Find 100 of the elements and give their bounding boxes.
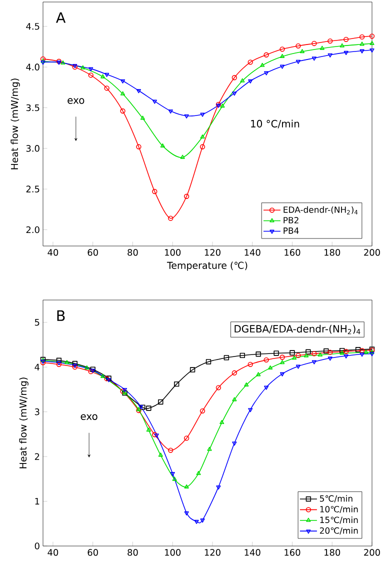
point bbox=[328, 38, 333, 44]
point bbox=[364, 350, 368, 354]
y-tick-label: 3 bbox=[34, 408, 40, 416]
point bbox=[174, 381, 180, 387]
x-tick-label: 200 bbox=[364, 549, 380, 556]
point bbox=[312, 351, 317, 356]
point bbox=[280, 372, 285, 376]
point bbox=[312, 360, 316, 364]
point bbox=[184, 114, 189, 118]
point bbox=[232, 92, 237, 96]
legend-label: 20℃/min bbox=[320, 527, 358, 534]
legend-label: 5℃/min bbox=[320, 495, 352, 502]
x-tick-label: 200 bbox=[364, 249, 380, 256]
point bbox=[256, 352, 261, 357]
point bbox=[264, 71, 269, 76]
x-tick-label: 180 bbox=[324, 549, 340, 556]
point bbox=[290, 350, 295, 356]
point bbox=[343, 36, 349, 42]
point bbox=[248, 362, 253, 367]
point bbox=[280, 64, 285, 69]
point bbox=[340, 43, 344, 48]
point bbox=[340, 348, 345, 354]
point bbox=[224, 355, 230, 360]
point bbox=[184, 484, 189, 488]
point bbox=[190, 367, 196, 372]
point bbox=[328, 356, 332, 361]
point bbox=[296, 43, 301, 49]
point bbox=[88, 72, 94, 78]
point bbox=[170, 472, 175, 476]
point bbox=[274, 350, 279, 356]
point bbox=[140, 404, 146, 410]
y-tick-label: 4 bbox=[34, 364, 40, 370]
point bbox=[306, 349, 311, 354]
point bbox=[343, 348, 349, 354]
point bbox=[240, 78, 245, 82]
y-tick-label: 4.5 bbox=[26, 23, 40, 30]
y-tick-label: 2.0 bbox=[26, 226, 40, 234]
y-axis-title: Heat flow (mW/mg) bbox=[10, 78, 20, 170]
point bbox=[264, 357, 269, 363]
x-tick-label: 40 bbox=[48, 549, 58, 556]
point bbox=[264, 386, 269, 390]
x-tick-label: 100 bbox=[165, 549, 181, 556]
point bbox=[104, 72, 110, 77]
point bbox=[248, 79, 253, 84]
legend-label: 15℃/min bbox=[320, 516, 358, 524]
point bbox=[260, 62, 265, 67]
point bbox=[296, 352, 301, 358]
point bbox=[140, 116, 145, 120]
point bbox=[194, 520, 199, 524]
annotation: exo bbox=[80, 414, 98, 420]
point bbox=[146, 428, 151, 432]
point bbox=[206, 359, 212, 364]
point bbox=[359, 348, 365, 354]
point bbox=[152, 188, 158, 194]
x-tick-label: 60 bbox=[88, 549, 98, 556]
point bbox=[312, 56, 316, 61]
point bbox=[264, 52, 269, 58]
y-tick-label: 4.0 bbox=[26, 64, 40, 70]
point bbox=[100, 74, 106, 78]
point bbox=[88, 67, 94, 72]
x-tick-label: 80 bbox=[128, 249, 138, 256]
point bbox=[200, 134, 205, 139]
point bbox=[184, 436, 190, 441]
legend-label: PB4 bbox=[284, 228, 299, 234]
point bbox=[216, 485, 221, 490]
point bbox=[168, 216, 174, 221]
x-tick-label: 140 bbox=[244, 249, 260, 256]
point bbox=[104, 86, 110, 91]
point bbox=[106, 378, 112, 382]
y-tick-label: 2 bbox=[34, 453, 40, 460]
point bbox=[100, 374, 106, 378]
point bbox=[200, 518, 205, 523]
annotation: exo bbox=[68, 98, 84, 104]
point bbox=[344, 354, 348, 358]
point bbox=[158, 399, 164, 405]
point bbox=[248, 60, 253, 65]
y-tick-label: 2.5 bbox=[26, 186, 40, 192]
point bbox=[360, 42, 364, 46]
point bbox=[340, 350, 344, 355]
x-tick-label: 120 bbox=[204, 549, 220, 556]
point bbox=[200, 408, 206, 414]
point bbox=[328, 350, 333, 355]
point bbox=[268, 365, 273, 370]
x-tick-label: 40 bbox=[48, 249, 58, 256]
point bbox=[207, 446, 212, 451]
point bbox=[240, 352, 245, 358]
annotation: A bbox=[56, 12, 66, 23]
point bbox=[220, 104, 225, 108]
point bbox=[232, 370, 238, 376]
x-tick-label: 140 bbox=[244, 549, 260, 556]
point bbox=[248, 408, 253, 412]
legend-label: EDA-dendr-(NH$_{2}$)$_{4}$ bbox=[284, 206, 358, 214]
point bbox=[320, 46, 324, 50]
point bbox=[232, 75, 238, 80]
x-tick-label: 60 bbox=[88, 249, 98, 256]
point bbox=[324, 348, 329, 354]
point bbox=[300, 49, 305, 54]
point bbox=[168, 448, 174, 453]
point bbox=[296, 364, 301, 369]
point bbox=[200, 144, 206, 150]
